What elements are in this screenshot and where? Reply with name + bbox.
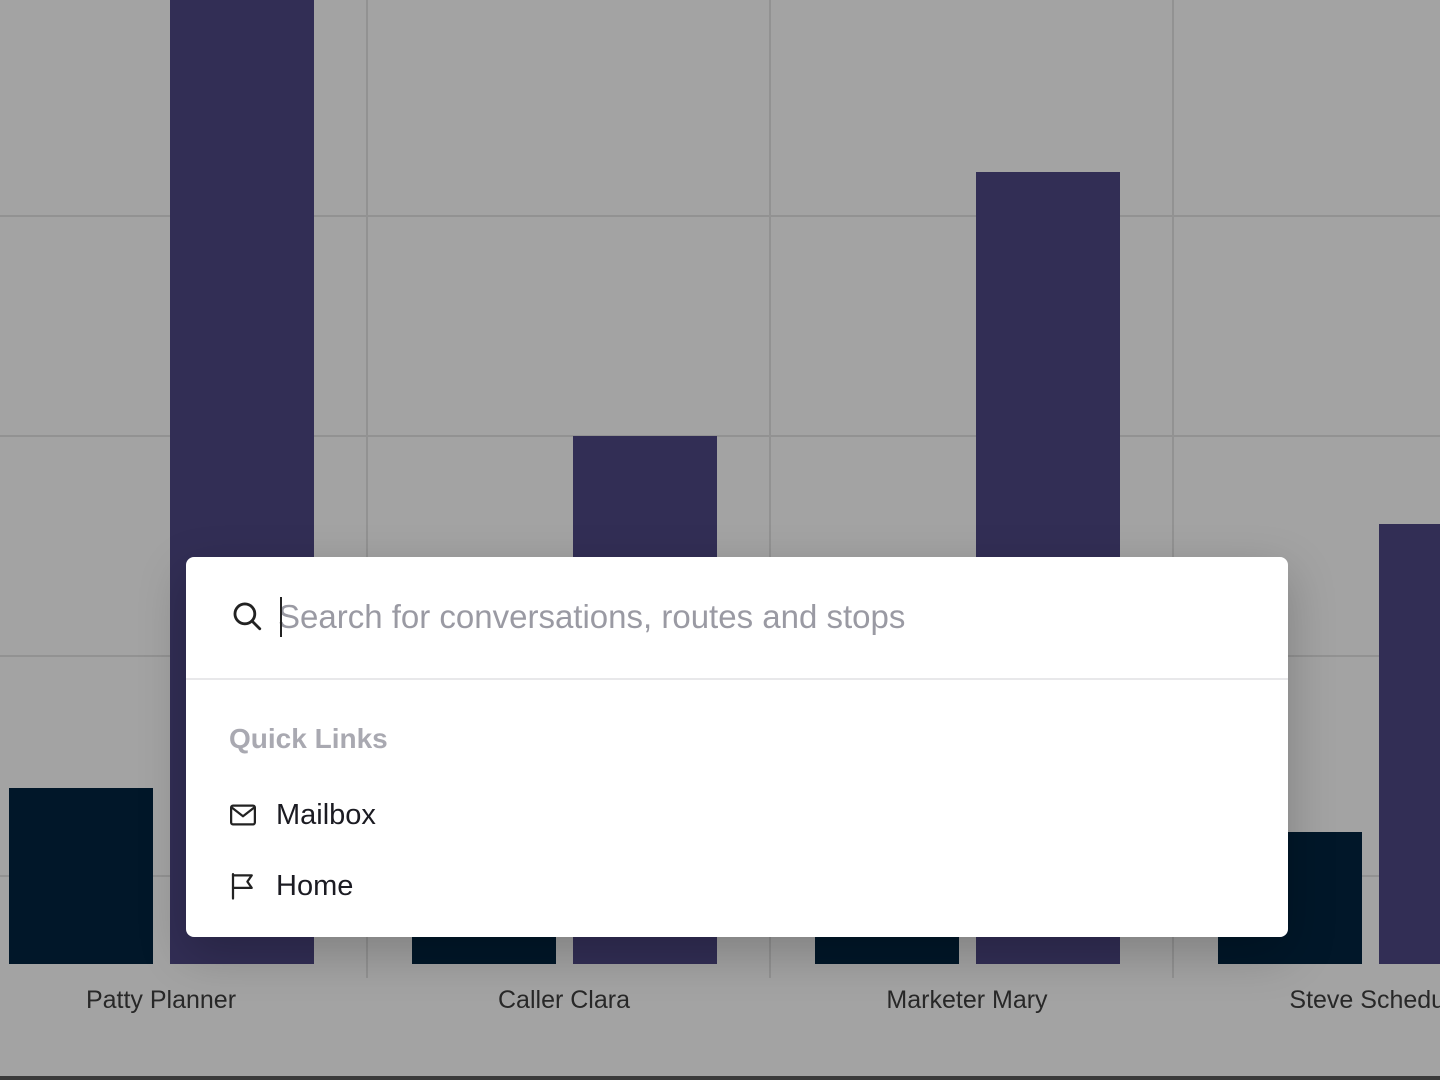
quick-link-home[interactable]: Home [220,859,720,913]
search-input[interactable] [278,587,1238,647]
chart-bar [1379,524,1440,964]
category-label: Patty Planner [85,986,237,1014]
search-icon [233,602,262,631]
command-palette: Quick Links Mailbox Home [186,557,1288,937]
chart-bar [9,788,153,964]
search-bar [186,557,1288,680]
category-label: Caller Clara [498,986,630,1014]
category-label: Steve Schedul [1289,986,1440,1014]
window-bottom-edge [0,1076,1440,1080]
quick-links-heading: Quick Links [229,723,388,754]
category-label: Marketer Mary [886,986,1048,1014]
quick-link-mailbox[interactable]: Mailbox [220,788,720,842]
quick-link-label: Mailbox [276,798,376,831]
flag-icon [231,873,253,900]
mail-icon [230,804,256,826]
text-cursor [280,597,282,637]
quick-link-label: Home [276,869,354,902]
